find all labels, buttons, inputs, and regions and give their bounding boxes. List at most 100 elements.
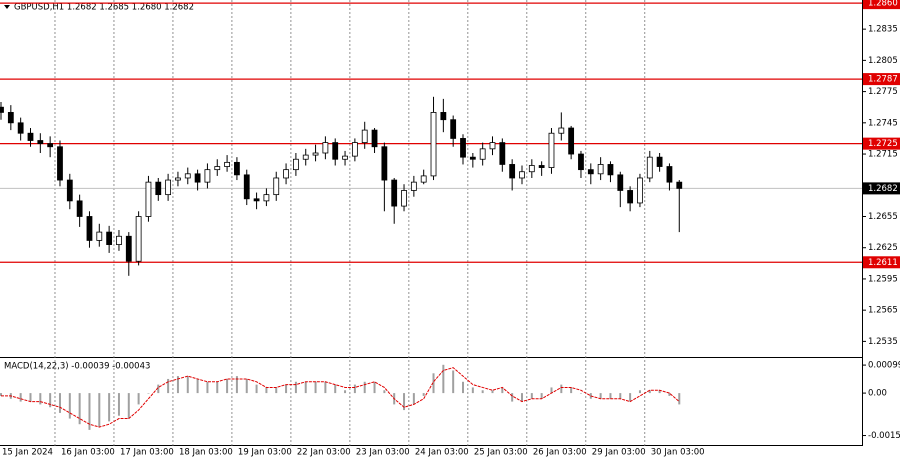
candle-body <box>597 164 604 175</box>
macd-title: MACD(14,22,3) -0.00039 -0.00043 <box>4 362 150 372</box>
candle-body <box>666 166 673 183</box>
macd-bar <box>137 393 140 405</box>
candle-body <box>381 146 388 181</box>
candle-body <box>96 231 103 241</box>
candle-body <box>558 127 565 134</box>
macd-bar <box>383 390 386 394</box>
x-tick-label: 17 Jan 03:00 <box>120 448 174 458</box>
macd-bar <box>432 373 435 394</box>
candle-body <box>627 190 634 204</box>
macd-bar <box>206 381 209 394</box>
macd-bar <box>157 384 160 394</box>
candle-body <box>489 142 496 150</box>
candle-body <box>637 177 643 204</box>
candle-body <box>371 129 378 148</box>
macd-bar <box>294 381 297 394</box>
macd-bar <box>255 384 258 394</box>
macd-bar <box>78 393 81 425</box>
candle-body <box>578 153 584 171</box>
macd-bar <box>58 393 61 413</box>
candle-body <box>47 143 54 148</box>
y-tick-label: 0.00 <box>868 389 887 399</box>
signal-line <box>1 367 680 428</box>
y-tick-label: 1.2655 <box>868 212 898 222</box>
candle-body <box>116 235 122 245</box>
candle-body <box>509 164 516 179</box>
y-tick-label: 1.2835 <box>868 25 898 35</box>
macd-bar <box>609 393 612 399</box>
candle-body <box>17 122 24 134</box>
x-tick-label: 15 Jan 2024 <box>2 448 53 458</box>
candle-body <box>440 112 447 121</box>
macd-bar <box>108 393 111 422</box>
candle-body <box>253 198 260 202</box>
macd-bar <box>353 384 356 394</box>
candle-body <box>401 190 407 207</box>
candle-body <box>106 231 113 245</box>
macd-bar <box>285 384 288 394</box>
candle-body <box>263 194 270 202</box>
macd-bar <box>638 390 641 394</box>
macd-bar <box>245 378 248 394</box>
candle-body <box>528 165 535 173</box>
candle-body <box>391 179 398 207</box>
macd-bar <box>235 376 238 394</box>
macd-bar <box>304 381 307 394</box>
x-tick-label: 25 Jan 03:00 <box>474 448 528 458</box>
x-tick-label: 24 Jan 03:00 <box>415 448 469 458</box>
candle-body <box>135 216 142 262</box>
candle-body <box>175 177 181 181</box>
x-tick-label: 30 Jan 03:00 <box>651 448 705 458</box>
candle-body <box>607 164 614 176</box>
y-tick-label: 1.2535 <box>868 337 898 347</box>
candle-body <box>76 200 83 217</box>
macd-bar <box>579 393 582 394</box>
macd-bar <box>176 376 179 394</box>
macd-bar <box>540 393 543 399</box>
candle-body <box>312 152 319 156</box>
macd-bar <box>658 390 661 394</box>
macd-bar <box>324 381 327 394</box>
candle-body <box>273 177 280 196</box>
candle-body <box>361 129 368 143</box>
candle-body <box>450 119 457 139</box>
macd-bar <box>117 393 120 416</box>
candle-body <box>646 156 653 179</box>
candle-body <box>194 173 201 183</box>
last-price-box <box>863 182 900 195</box>
y-tick-label: 1.2745 <box>868 118 898 128</box>
candle-body <box>7 112 14 124</box>
macd-bar <box>481 390 484 394</box>
candle-body <box>302 154 309 160</box>
candle-body <box>322 142 329 154</box>
candle-body <box>214 166 221 171</box>
y-tick-label: -0.0015 <box>868 431 900 441</box>
y-tick-label: 1.2625 <box>868 243 898 253</box>
last-price-label: 1.2682 <box>868 184 898 194</box>
candle-body <box>410 181 417 191</box>
level-label-box <box>863 256 900 269</box>
candle-body <box>57 146 63 181</box>
macd-bar <box>39 393 42 405</box>
candle-body <box>243 174 250 200</box>
candle-body <box>165 179 172 196</box>
candle-body <box>351 142 358 157</box>
candle-body <box>125 235 132 262</box>
macd-bar <box>442 364 445 394</box>
level-label: 1.2860 <box>868 0 898 9</box>
macd-bar <box>491 390 494 394</box>
y-tick-label: 0.00099 <box>868 361 900 371</box>
macd-bar <box>49 393 52 408</box>
macd-bar <box>629 393 632 402</box>
level-label-box <box>863 0 900 10</box>
y-tick-label: 1.2805 <box>868 56 898 66</box>
macd-bar <box>186 376 189 394</box>
candle-body <box>469 156 476 160</box>
x-tick-label: 29 Jan 03:00 <box>592 448 646 458</box>
macd-bar <box>422 393 425 396</box>
candle-body <box>548 132 555 168</box>
macd-bar <box>501 387 504 394</box>
candle-body <box>66 179 73 202</box>
macd-bar <box>570 387 573 394</box>
